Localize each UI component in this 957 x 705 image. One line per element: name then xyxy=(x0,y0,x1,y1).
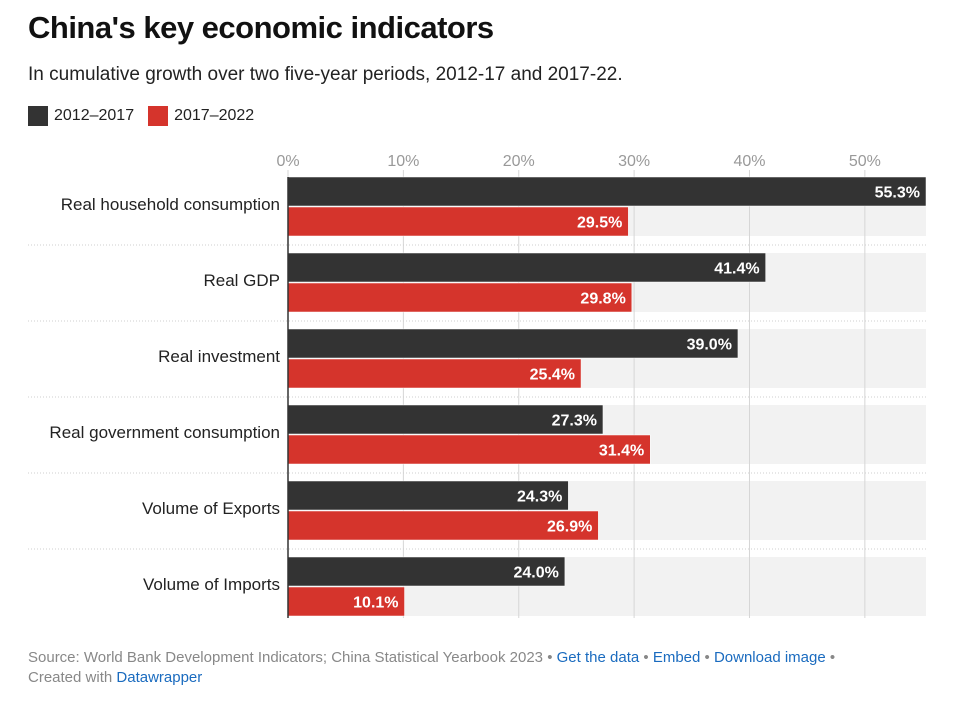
data-label: 24.0% xyxy=(514,565,559,582)
bar-2017-2022 xyxy=(287,358,582,389)
x-tick-label: 20% xyxy=(503,153,535,170)
get-data-link[interactable]: Get the data xyxy=(556,649,640,666)
category-label: Real government consumption xyxy=(49,423,280,442)
chart-subtitle: In cumulative growth over two five-year … xyxy=(28,64,623,85)
separator: • xyxy=(643,649,649,666)
legend-item-2012-2017: 2012–2017 xyxy=(28,106,134,126)
category-label: Real investment xyxy=(158,347,280,366)
source-text: Source: World Bank Development Indicator… xyxy=(28,649,544,666)
chart-title: China's key economic indicators xyxy=(28,10,494,45)
bar-2017-2022 xyxy=(287,206,629,237)
data-label: 29.5% xyxy=(577,215,622,232)
category-label: Volume of Exports xyxy=(142,499,280,518)
legend-item-2017-2022: 2017–2022 xyxy=(148,106,254,126)
legend-label: 2012–2017 xyxy=(54,107,135,124)
download-image-link[interactable]: Download image xyxy=(713,649,826,666)
legend-label: 2017–2022 xyxy=(174,107,255,124)
data-label: 26.9% xyxy=(547,519,592,536)
data-label: 10.1% xyxy=(353,595,398,612)
created-with-text: Created with xyxy=(28,669,113,686)
category-label: Volume of Imports xyxy=(143,575,280,594)
embed-link[interactable]: Embed xyxy=(652,649,701,666)
bar-2012-2017 xyxy=(287,556,566,587)
legend: 2012–2017 2017–2022 xyxy=(28,106,254,126)
bar-2017-2022 xyxy=(287,586,405,617)
x-tick-label: 10% xyxy=(387,153,419,170)
separator: • xyxy=(547,649,553,666)
bar-2012-2017 xyxy=(287,404,604,435)
legend-swatch xyxy=(28,106,48,126)
data-label: 24.3% xyxy=(517,489,562,506)
category-label: Real GDP xyxy=(203,271,280,290)
legend-swatch xyxy=(148,106,169,126)
data-label: 41.4% xyxy=(714,261,759,278)
data-label: 27.3% xyxy=(552,413,597,430)
x-tick-label: 30% xyxy=(618,153,650,170)
data-label: 55.3% xyxy=(875,185,920,202)
bar-chart: 0% 10% 20% 30% 40% 50% Real household consumpt… xyxy=(28,153,927,618)
separator: • xyxy=(704,649,710,666)
bar-2017-2022 xyxy=(287,282,633,313)
category-label: Real household consumption xyxy=(61,195,280,214)
footer: Source: World Bank Development Indicator… xyxy=(28,648,928,688)
x-tick-label: 50% xyxy=(849,153,881,170)
bar-2012-2017 xyxy=(287,328,739,359)
data-label: 29.8% xyxy=(580,291,625,308)
bar-2012-2017 xyxy=(287,252,766,283)
bar-2012-2017 xyxy=(287,176,927,207)
datawrapper-link[interactable]: Datawrapper xyxy=(116,669,203,686)
x-tick-label: 40% xyxy=(733,153,765,170)
separator: • xyxy=(829,649,836,666)
data-label: 31.4% xyxy=(599,443,644,460)
bar-2017-2022 xyxy=(287,510,599,541)
bar-2012-2017 xyxy=(287,480,569,511)
data-label: 25.4% xyxy=(530,367,575,384)
x-tick-label: 0% xyxy=(276,153,299,170)
data-label: 39.0% xyxy=(687,337,732,354)
bar-2017-2022 xyxy=(287,434,651,465)
